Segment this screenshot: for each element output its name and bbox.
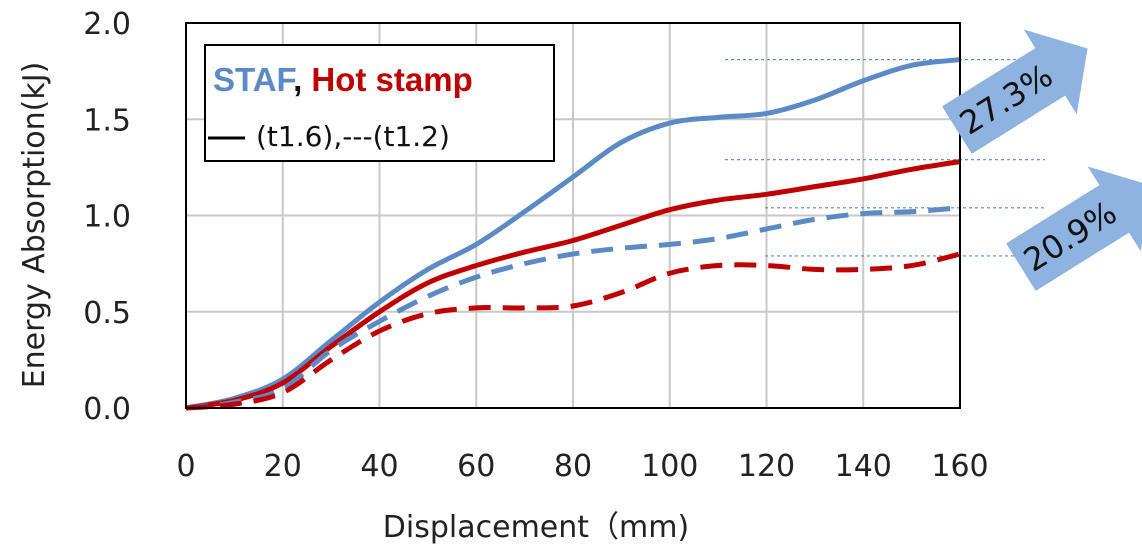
- x-tick-label: 60: [457, 449, 495, 484]
- x-tick-label: 160: [931, 449, 988, 484]
- legend-staf: STAF: [213, 61, 296, 98]
- series-lines: [185, 57, 961, 411]
- legend: STAF, Hot stamp (t1.6),---(t1.2): [204, 44, 555, 162]
- y-tick-label: 1.0: [83, 200, 131, 235]
- x-tick-label: 100: [641, 449, 698, 484]
- x-tick-label: 140: [835, 449, 892, 484]
- callout-arrow-2: 20.9%: [1006, 166, 1142, 291]
- x-tick-label: 80: [554, 449, 592, 484]
- arrow-shape: [942, 29, 1088, 154]
- y-tick-label: 0.5: [83, 296, 131, 331]
- plot-frame: [185, 22, 961, 409]
- reference-lines: [725, 58, 1045, 257]
- x-axis-title: Displacement（mm): [383, 510, 689, 545]
- x-tick-label: 40: [360, 449, 398, 484]
- y-tick-label: 0.0: [83, 392, 131, 427]
- series-line-2: [185, 205, 961, 411]
- legend-hot-stamp: Hot stamp: [311, 61, 472, 98]
- x-tick-label: 0: [176, 449, 195, 484]
- y-tick-label: 1.5: [83, 103, 131, 138]
- series-line-0: [185, 57, 961, 411]
- x-tick-label: 20: [264, 449, 302, 484]
- arrow-shape: [1006, 166, 1142, 291]
- y-axis-title: Energy Absorption(kJ): [17, 62, 52, 389]
- legend-separator: ,: [293, 61, 311, 98]
- legend-line-2: (t1.6),---(t1.2): [256, 120, 450, 153]
- series-line-3: [185, 251, 961, 411]
- y-tick-label: 2.0: [83, 7, 131, 42]
- callouts: 27.3% 20.9%: [942, 29, 1142, 291]
- tick-labels: 0 20 40 60 80 100 120 140 160 0.0 0.5 1.0 1.5 2.0: [83, 7, 988, 484]
- legend-box: [204, 44, 555, 162]
- x-tick-label: 120: [738, 449, 795, 484]
- callout-arrow-1: 27.3%: [942, 29, 1088, 154]
- series-line-1: [185, 159, 961, 411]
- legend-line-1: STAF, Hot stamp: [213, 61, 473, 98]
